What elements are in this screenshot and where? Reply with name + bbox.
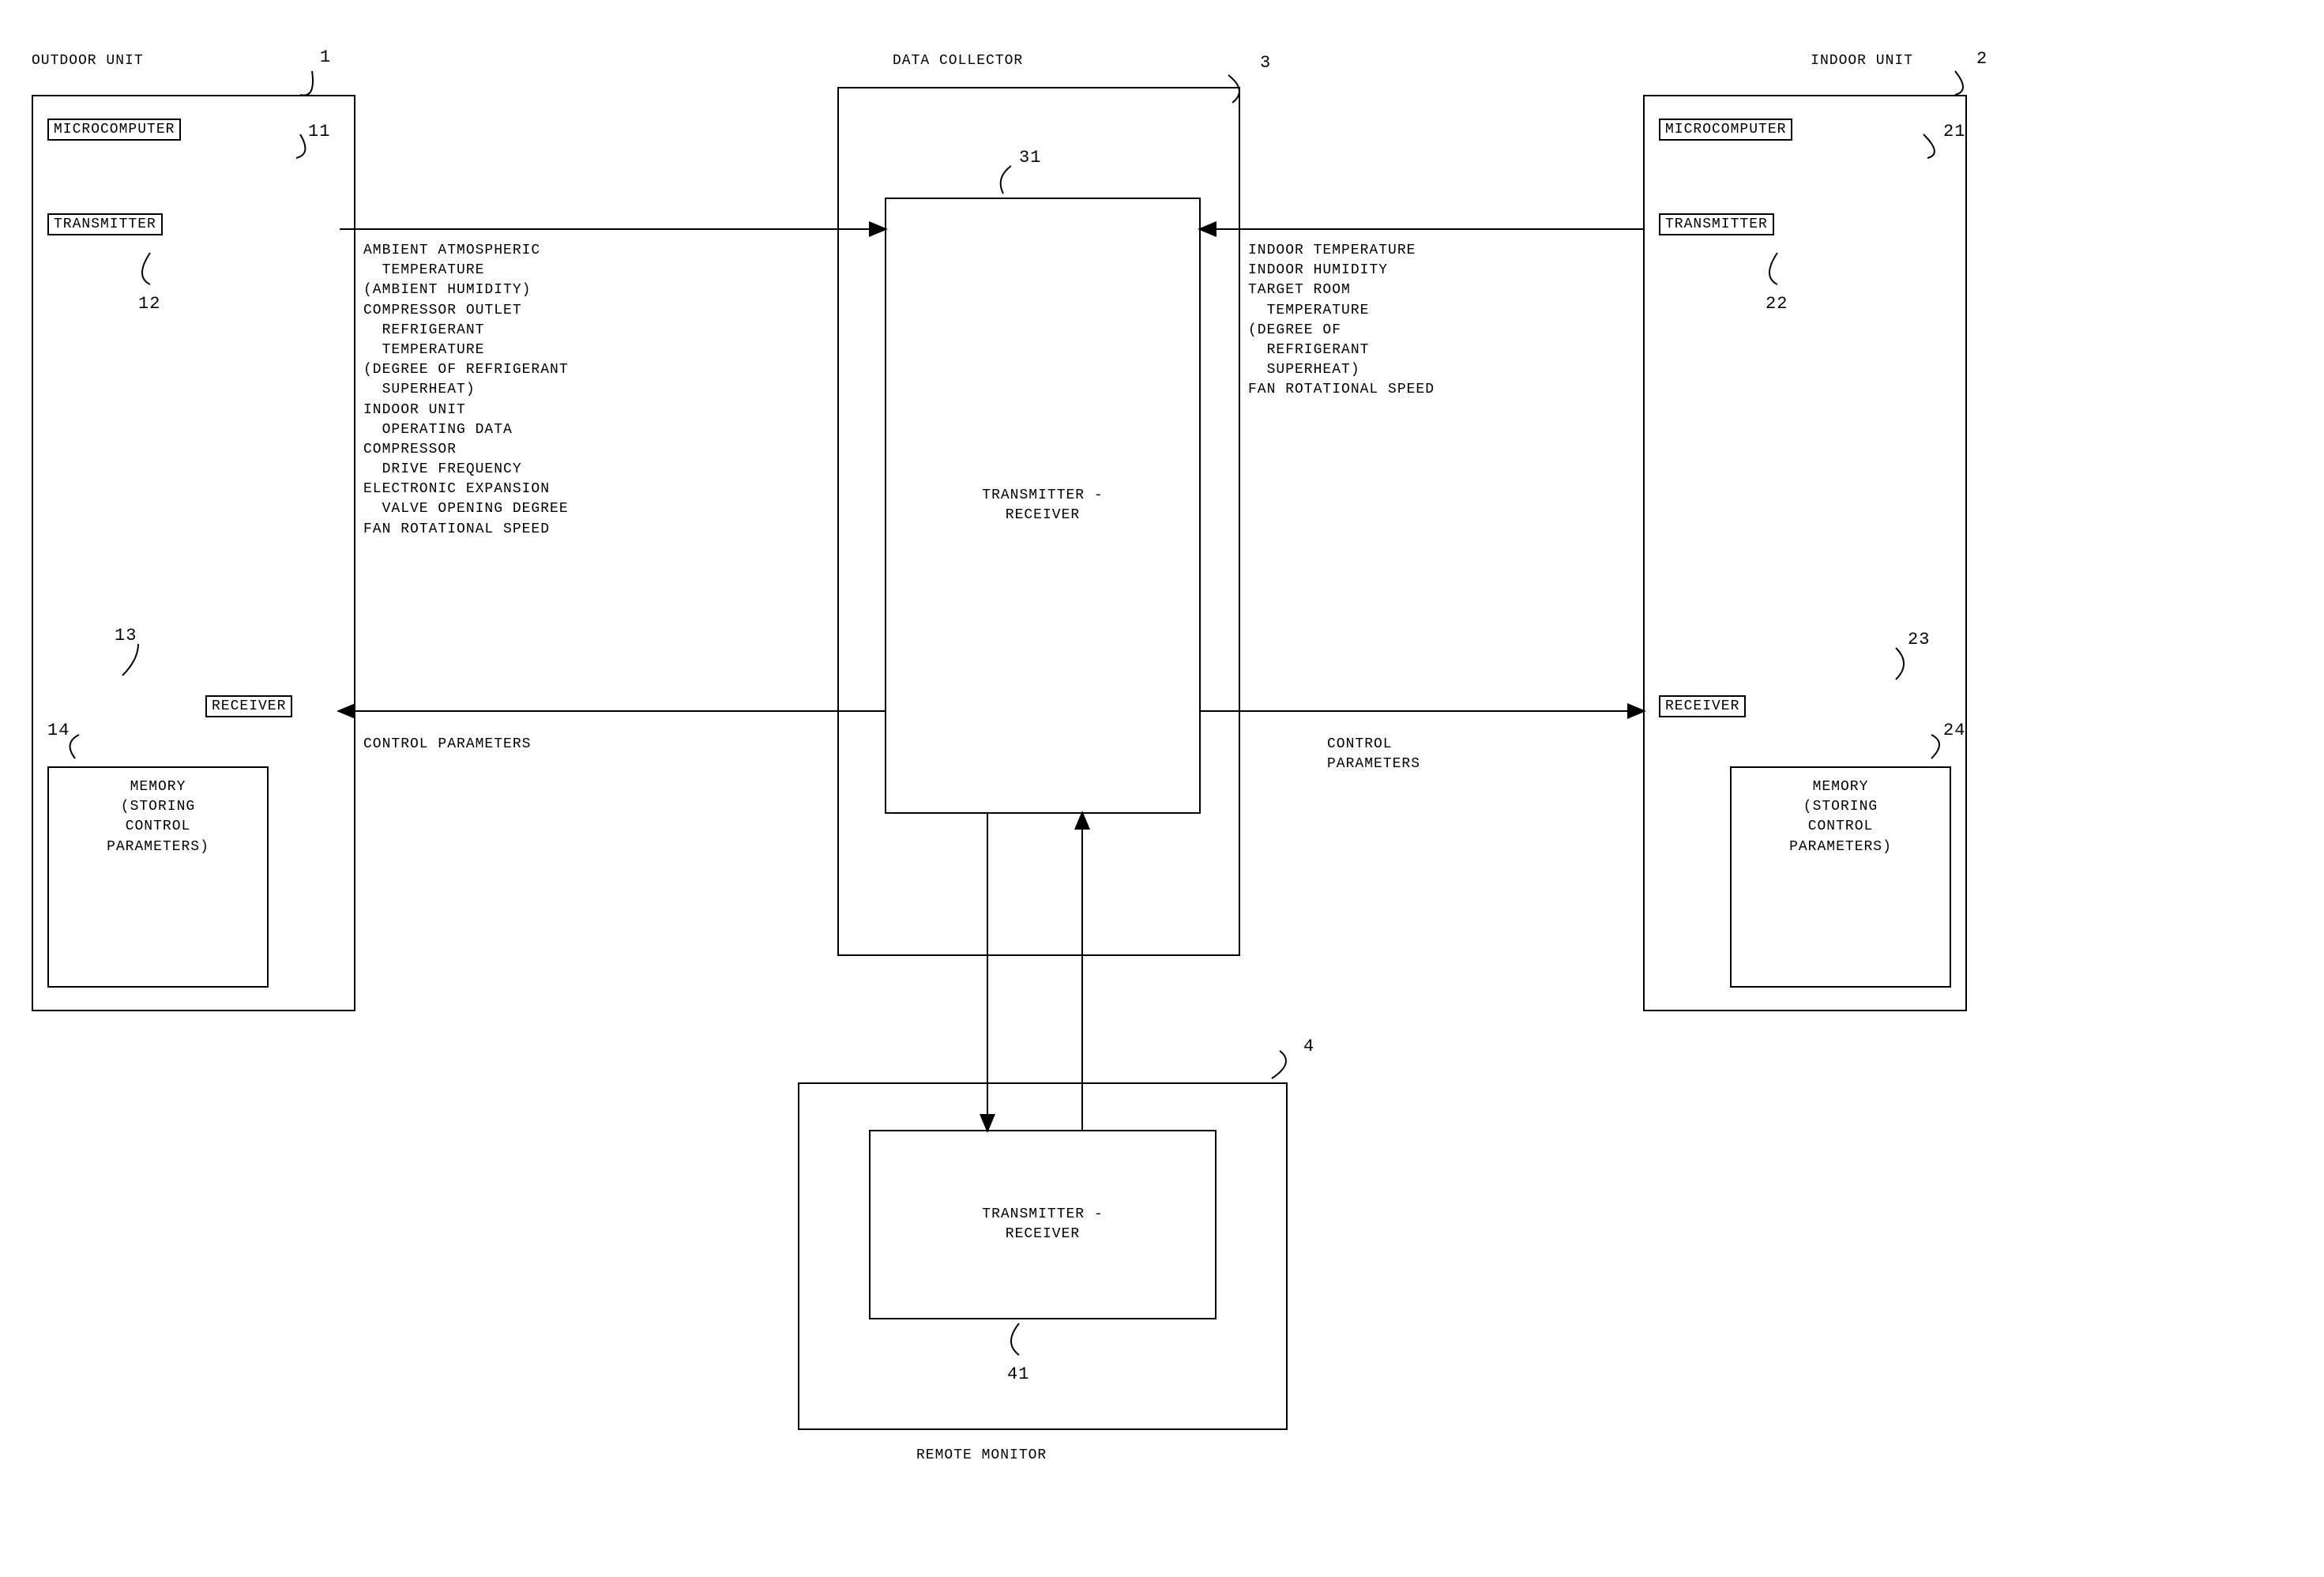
outdoor-transmitter: TRANSMITTER [47, 213, 163, 235]
ref-31: 31 [1019, 146, 1041, 171]
ref-1-leader [300, 71, 313, 96]
control-parameters-left: CONTROL PARAMETERS [363, 735, 531, 755]
indoor-to-collector-signals: INDOOR TEMPERATURE INDOOR HUMIDITY TARGE… [1248, 241, 1435, 401]
indoor-memory: MEMORY (STORING CONTROL PARAMETERS) [1730, 766, 1951, 988]
outdoor-receiver: RECEIVER [205, 695, 292, 717]
ref-4: 4 [1303, 1035, 1314, 1059]
ref-2-leader [1955, 71, 1963, 95]
indoor-unit-title: INDOOR UNIT [1811, 51, 1913, 71]
outdoor-memory: MEMORY (STORING CONTROL PARAMETERS) [47, 766, 269, 988]
outdoor-to-collector-signals: AMBIENT ATMOSPHERIC TEMPERATURE (AMBIENT… [363, 241, 569, 540]
ref-3: 3 [1260, 51, 1271, 76]
ref-13: 13 [115, 624, 137, 649]
ref-1: 1 [320, 46, 331, 70]
ref-24: 24 [1943, 719, 1965, 743]
outdoor-unit-title: OUTDOOR UNIT [32, 51, 144, 71]
indoor-receiver: RECEIVER [1659, 695, 1746, 717]
ref-21: 21 [1943, 120, 1965, 145]
data-collector-title: DATA COLLECTOR [893, 51, 1023, 71]
remote-monitor-txrx: TRANSMITTER - RECEIVER [869, 1130, 1217, 1319]
diagram-root: OUTDOOR UNIT DATA COLLECTOR INDOOR UNIT … [0, 0, 2324, 1577]
ref-12: 12 [138, 292, 160, 317]
ref-14: 14 [47, 719, 70, 743]
outdoor-microcomputer: MICROCOMPUTER [47, 119, 181, 141]
ref-41: 41 [1007, 1363, 1029, 1387]
data-collector-txrx: TRANSMITTER - RECEIVER [885, 198, 1201, 814]
ref-2: 2 [1976, 47, 1987, 72]
indoor-transmitter: TRANSMITTER [1659, 213, 1774, 235]
ref-22: 22 [1766, 292, 1788, 317]
ref-11: 11 [308, 120, 330, 145]
ref-23: 23 [1908, 628, 1930, 653]
indoor-microcomputer: MICROCOMPUTER [1659, 119, 1792, 141]
remote-monitor-title: REMOTE MONITOR [916, 1446, 1047, 1466]
control-parameters-right: CONTROL PARAMETERS [1327, 735, 1420, 774]
ref-4-leader [1272, 1051, 1286, 1078]
